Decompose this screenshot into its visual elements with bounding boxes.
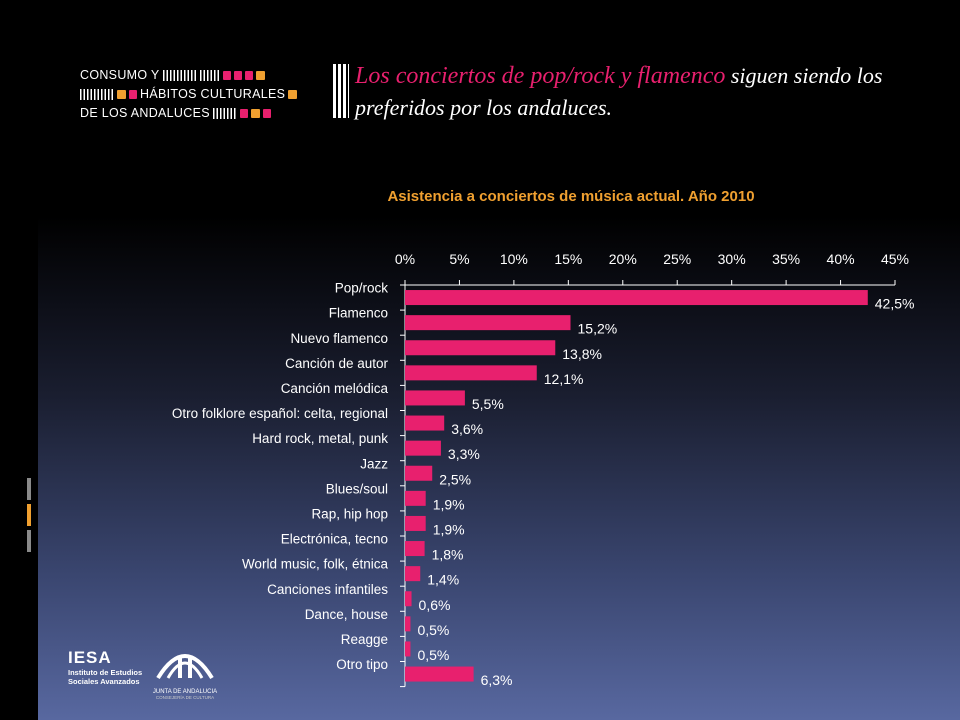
category-label: Otro folklore español: celta, regional bbox=[172, 406, 388, 421]
category-label: Nuevo flamenco bbox=[290, 331, 388, 346]
bar bbox=[405, 666, 474, 682]
camera-icon bbox=[288, 90, 298, 99]
category-label: Otro tipo bbox=[336, 657, 388, 672]
category-label: Canción melódica bbox=[281, 381, 389, 396]
data-label: 42,5% bbox=[875, 296, 915, 312]
data-label: 5,5% bbox=[472, 396, 504, 412]
category-label: Pop/rock bbox=[335, 281, 389, 296]
x-tick-label: 45% bbox=[881, 251, 909, 267]
x-tick-label: 30% bbox=[718, 251, 746, 267]
category-label: Electrónica, tecno bbox=[281, 532, 388, 547]
deco-bar-gray-top bbox=[27, 478, 31, 500]
logo-text-1: CONSUMO Y bbox=[80, 68, 160, 82]
culture-icon bbox=[250, 109, 260, 118]
consumo-logo: CONSUMO Y HÁBITOS CULTURALES DE LOS ANDA… bbox=[80, 66, 298, 123]
category-label: World music, folk, étnica bbox=[242, 557, 389, 572]
bar bbox=[405, 340, 556, 356]
category-label: Reagge bbox=[341, 632, 388, 647]
data-label: 1,8% bbox=[432, 547, 464, 563]
left-strip bbox=[0, 0, 38, 720]
culture-icon bbox=[255, 71, 265, 80]
data-label: 3,3% bbox=[448, 446, 480, 462]
junta-logo: JUNTA DE ANDALUCIA CONSEJERÍA DE CULTURA bbox=[150, 640, 220, 700]
culture-icon bbox=[233, 71, 242, 80]
x-tick-label: 15% bbox=[554, 251, 582, 267]
data-label: 13,8% bbox=[562, 346, 602, 362]
bar bbox=[405, 515, 426, 531]
bar bbox=[405, 566, 421, 582]
slide-background bbox=[38, 0, 960, 720]
x-tick-label: 0% bbox=[395, 251, 415, 267]
culture-icon bbox=[239, 109, 248, 118]
iesa-logo: IESA Instituto de Estudios Sociales Avan… bbox=[68, 648, 142, 686]
bar bbox=[405, 591, 412, 607]
category-label: Jazz bbox=[360, 456, 388, 471]
data-label: 12,1% bbox=[544, 371, 584, 387]
data-label: 0,5% bbox=[417, 622, 449, 638]
chart-title: Asistencia a conciertos de música actual… bbox=[387, 188, 755, 205]
data-label: 1,4% bbox=[427, 572, 459, 588]
culture-icon bbox=[262, 109, 271, 118]
category-label: Canción de autor bbox=[285, 356, 388, 371]
data-label: 6,3% bbox=[481, 672, 513, 688]
bar bbox=[405, 315, 571, 331]
x-tick-label: 40% bbox=[827, 251, 855, 267]
category-label: Canciones infantiles bbox=[267, 582, 388, 597]
slide-headline: Los conciertos de pop/rock y flamenco si… bbox=[355, 60, 935, 124]
bar bbox=[405, 641, 411, 657]
headline-rest: siguen siendo los preferidos por los and… bbox=[355, 63, 883, 120]
data-label: 0,5% bbox=[417, 647, 449, 663]
data-label: 0,6% bbox=[419, 597, 451, 613]
bar bbox=[405, 465, 433, 481]
category-label: Hard rock, metal, punk bbox=[252, 431, 388, 446]
headline-highlight: Los conciertos de pop/rock y flamenco bbox=[355, 63, 726, 89]
cart-icon bbox=[117, 90, 126, 99]
x-tick-label: 25% bbox=[663, 251, 691, 267]
bar bbox=[405, 440, 441, 456]
barcode-icon bbox=[199, 70, 220, 81]
culture-icon bbox=[244, 71, 253, 80]
iesa-subtitle-1: Instituto de Estudios bbox=[68, 668, 143, 677]
logo-text-3: DE LOS ANDALUCES bbox=[80, 106, 210, 120]
x-tick-label: 35% bbox=[772, 251, 800, 267]
iesa-name: IESA bbox=[68, 648, 112, 667]
culture-icon bbox=[222, 71, 231, 80]
deco-bar-orange bbox=[27, 504, 31, 526]
logo-text-2: HÁBITOS CULTURALES bbox=[140, 87, 286, 101]
category-label: Rap, hip hop bbox=[311, 506, 388, 521]
bar bbox=[405, 616, 411, 632]
category-label: Dance, house bbox=[305, 607, 388, 622]
junta-emblem-icon bbox=[156, 654, 214, 680]
junta-subtitle: CONSEJERÍA DE CULTURA bbox=[155, 695, 215, 700]
category-label: Flamenco bbox=[329, 306, 388, 321]
data-label: 1,9% bbox=[433, 521, 465, 537]
junta-name: JUNTA DE ANDALUCIA bbox=[152, 689, 218, 695]
data-label: 15,2% bbox=[578, 321, 618, 337]
x-tick-label: 20% bbox=[609, 251, 637, 267]
category-label: Blues/soul bbox=[326, 481, 388, 496]
data-label: 1,9% bbox=[433, 496, 465, 512]
data-label: 2,5% bbox=[439, 471, 471, 487]
x-tick-label: 10% bbox=[500, 251, 528, 267]
barcode-icon bbox=[162, 70, 197, 81]
bar bbox=[405, 365, 537, 381]
bar bbox=[405, 390, 465, 406]
bar bbox=[405, 490, 426, 506]
deco-bar-gray-bottom bbox=[27, 530, 31, 552]
culture-icon bbox=[129, 90, 137, 99]
iesa-subtitle-2: Sociales Avanzados bbox=[68, 677, 140, 686]
bar bbox=[405, 415, 445, 431]
bar bbox=[405, 541, 425, 557]
bar bbox=[405, 290, 868, 306]
barcode-icon bbox=[80, 89, 114, 100]
barcode-icon bbox=[333, 64, 349, 118]
x-tick-label: 5% bbox=[449, 251, 469, 267]
barcode-icon bbox=[212, 108, 237, 119]
data-label: 3,6% bbox=[451, 421, 483, 437]
